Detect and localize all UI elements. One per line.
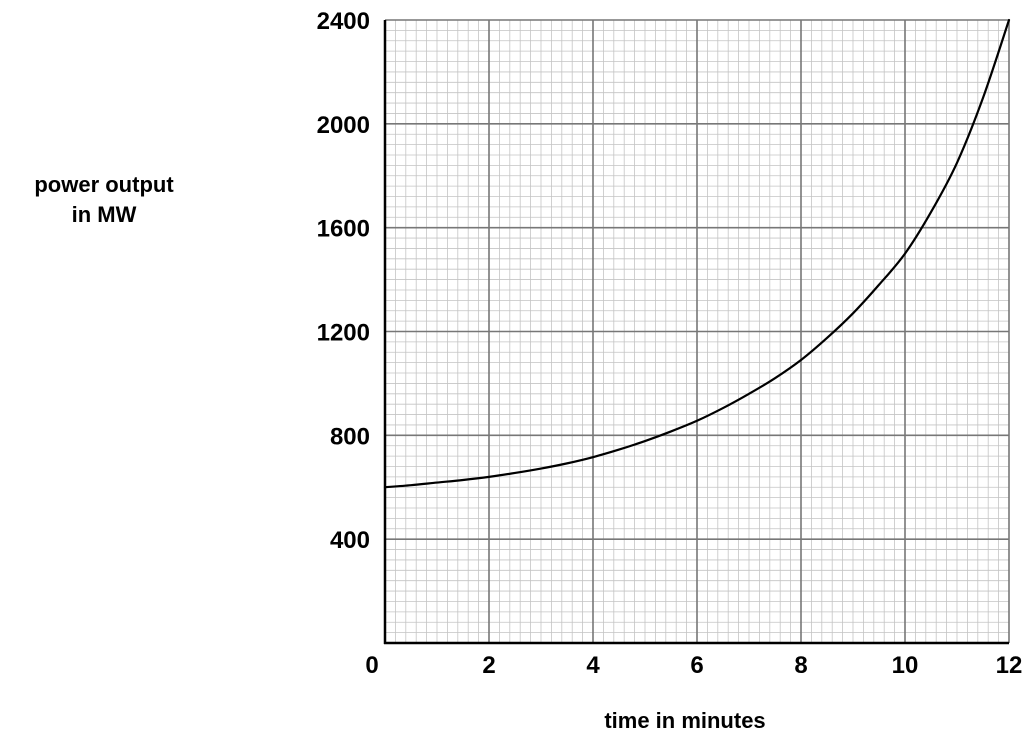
y-tick-labels: 400 800 1200 1600 2000 2400	[317, 8, 370, 554]
y-axis-label-line-1: power output	[34, 172, 174, 197]
x-tick-label: 8	[794, 652, 807, 679]
y-tick-label: 800	[330, 423, 370, 450]
y-tick-label: 1600	[317, 216, 370, 243]
y-axis-label-line-2: in MW	[72, 202, 137, 227]
y-tick-label: 1200	[317, 320, 370, 347]
x-tick-label: 2	[482, 652, 495, 679]
x-axis-label: time in minutes	[604, 708, 765, 733]
series-group	[383, 18, 1011, 489]
x-tick-label: 12	[996, 652, 1023, 679]
axes	[383, 20, 1009, 645]
x-tick-label: 6	[690, 652, 703, 679]
y-tick-label: 2400	[317, 8, 370, 35]
y-tick-label: 2000	[317, 112, 370, 139]
y-tick-label: 400	[330, 527, 370, 554]
series-line-0	[383, 18, 1011, 489]
x-tick-label: 4	[586, 652, 600, 679]
x-tick-label: 10	[892, 652, 919, 679]
x-tick-label: 0	[365, 652, 378, 679]
x-tick-labels: 0 2 4 6 8 10 12	[365, 652, 1022, 679]
